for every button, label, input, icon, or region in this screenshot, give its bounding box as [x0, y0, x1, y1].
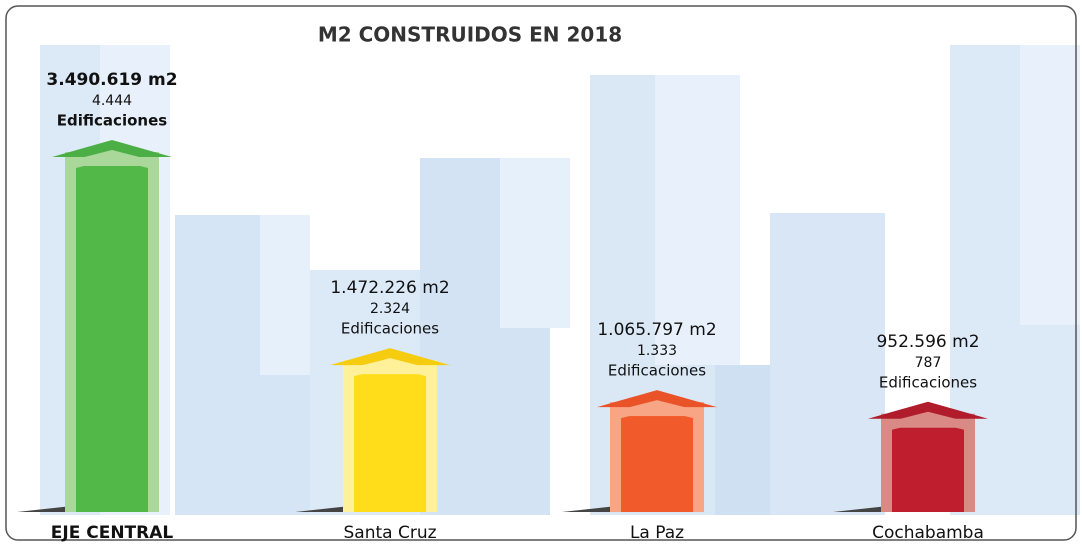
bar: [354, 374, 426, 512]
chart-title: M2 CONSTRUIDOS EN 2018: [318, 23, 622, 47]
bar-roof: [330, 348, 450, 366]
count-label: 2.324: [370, 301, 410, 317]
base-shadow: [17, 506, 72, 512]
bar-roof: [868, 401, 988, 419]
base-shadow: [562, 506, 617, 512]
base-shadow: [295, 506, 350, 512]
value-label: 952.596 m2: [876, 332, 979, 352]
count-unit: Edificaciones: [341, 320, 439, 338]
count-unit: Edificaciones: [57, 112, 167, 130]
category-label: La Paz: [630, 523, 684, 543]
count-label: 4.444: [92, 93, 132, 109]
bar: [76, 166, 148, 512]
count-unit: Edificaciones: [879, 373, 977, 391]
value-label: 1.065.797 m2: [597, 320, 716, 340]
count-label: 787: [915, 355, 942, 371]
bar: [621, 416, 693, 512]
value-label: 1.472.226 m2: [330, 278, 449, 298]
base-shadow: [833, 506, 888, 512]
bar-roof-inner: [881, 411, 975, 430]
category-label: Santa Cruz: [343, 523, 436, 543]
bar: [892, 427, 964, 512]
bar-roof: [52, 140, 172, 157]
bar-roof-inner: [343, 358, 437, 377]
bar-roof: [597, 390, 717, 408]
bar-roof-inner: [610, 400, 704, 419]
category-label: Cochabamba: [872, 523, 984, 543]
bar-roof-inner: [65, 150, 159, 168]
category-label: EJE CENTRAL: [51, 523, 174, 543]
count-unit: Edificaciones: [608, 362, 706, 380]
frame: [5, 5, 1077, 541]
count-label: 1.333: [637, 343, 677, 359]
value-label: 3.490.619 m2: [46, 70, 177, 90]
